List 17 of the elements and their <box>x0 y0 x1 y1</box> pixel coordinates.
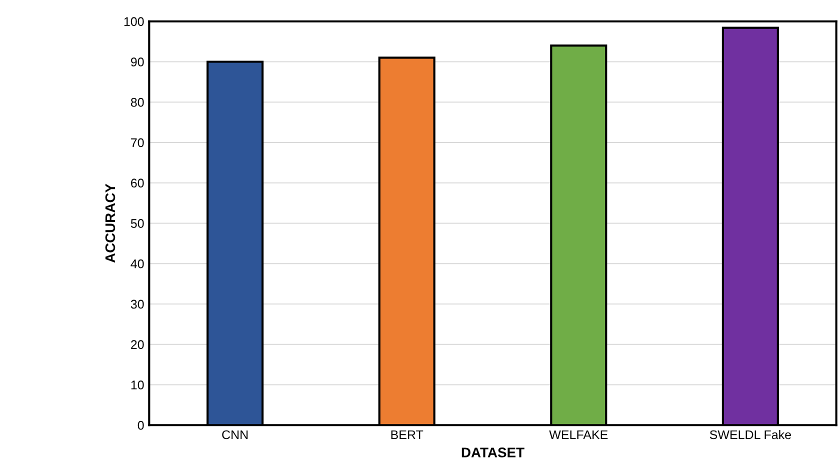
x-tick-label: CNN <box>222 430 248 440</box>
x-axis-title: DATASET <box>462 448 524 458</box>
y-tick-label: 100 <box>124 17 144 26</box>
y-tick-label: 50 <box>130 219 144 228</box>
x-tick-label: WELFAKE <box>549 430 608 440</box>
y-tick-label: 60 <box>131 178 144 188</box>
y-tick-label: 90 <box>130 58 144 66</box>
y-tick-label: 40 <box>130 259 144 268</box>
y-tick-label: 70 <box>131 138 144 148</box>
y-tick-label: 10 <box>131 380 144 390</box>
y-tick-label: 30 <box>130 300 144 309</box>
y-tick-label: 20 <box>131 340 144 350</box>
y-axis-title: ACCURACY <box>105 184 116 263</box>
x-tick-label: BERT <box>391 430 424 440</box>
y-tick-label: 80 <box>130 98 144 107</box>
x-tick-label: SWELDL Fake <box>710 430 791 440</box>
y-tick-label: 0 <box>138 420 144 430</box>
